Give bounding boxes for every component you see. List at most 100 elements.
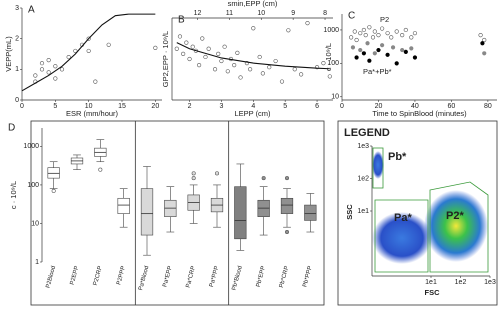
point — [216, 51, 221, 56]
y-tick-label: 1 — [35, 259, 39, 266]
point — [403, 27, 408, 33]
point — [39, 67, 45, 72]
point — [260, 71, 265, 76]
outlier — [191, 171, 196, 176]
outlier — [215, 171, 220, 176]
point — [292, 67, 297, 72]
point — [93, 79, 98, 84]
point — [370, 35, 376, 40]
point — [187, 56, 192, 62]
x-axis-label: Time to SpinBlood (minutes) — [372, 109, 467, 118]
x-tick-label: 1e3 — [484, 279, 496, 286]
panel-letter: D — [8, 123, 15, 134]
box — [140, 188, 154, 236]
point — [403, 49, 408, 55]
p2-gate — [429, 181, 489, 273]
pa-gate — [374, 199, 429, 273]
outlier — [284, 230, 289, 235]
point — [400, 33, 405, 38]
point — [225, 69, 230, 74]
category-label: Pa*Blood — [138, 265, 150, 291]
y-axis-label: c · 10⁹/L — [324, 43, 333, 71]
point — [482, 51, 487, 56]
point — [354, 37, 359, 43]
point — [372, 51, 377, 56]
x2-axis-label: smin,EPP (cm) — [228, 0, 278, 8]
point — [412, 55, 418, 60]
x-axis-label: FSC — [425, 288, 441, 297]
y-tick-label: 10 — [331, 94, 339, 101]
annotation: Pa*+Pb* — [363, 67, 392, 76]
point — [53, 64, 58, 69]
point — [248, 67, 253, 72]
point — [39, 61, 45, 66]
point — [390, 45, 396, 50]
category-label: Pb*EPP — [256, 265, 267, 288]
category-label: Pa*PPP — [209, 265, 220, 288]
panel-letter: B — [178, 15, 185, 26]
point — [349, 35, 354, 40]
point — [480, 41, 485, 46]
point — [361, 51, 366, 56]
pb-cloud — [372, 151, 384, 179]
y-tick-label: 1 — [15, 66, 19, 73]
point — [212, 67, 218, 72]
x-axis-label: ESR (mm/hour) — [66, 109, 119, 118]
point — [376, 47, 381, 53]
point — [153, 45, 158, 50]
x-tick-label: 5 — [53, 103, 57, 110]
x-tick-label: 0 — [20, 103, 24, 110]
outlier — [191, 176, 196, 181]
y-tick-label: 1e1 — [357, 208, 369, 215]
y-tick-label: 1e2 — [357, 175, 369, 182]
y-axis-label: c · 10⁹/L — [9, 181, 18, 209]
x-tick-label: 15 — [118, 103, 126, 110]
box — [47, 167, 60, 179]
point — [196, 63, 202, 68]
point — [190, 44, 195, 49]
category-label: P2CRP — [93, 265, 104, 286]
point — [394, 29, 399, 34]
outlier — [51, 188, 56, 193]
pb-label: Pb* — [388, 151, 407, 163]
point — [478, 33, 483, 38]
category-label: Pa*CRP — [186, 265, 198, 288]
x2-tick-label: 9 — [291, 10, 295, 17]
outlier — [284, 176, 289, 181]
point — [367, 58, 372, 63]
box — [280, 197, 294, 214]
y-tick-label: 1e3 — [357, 143, 369, 150]
category-label: P2Blood — [45, 265, 57, 288]
category-label: Pb*CRP — [279, 265, 291, 288]
x2-tick-label: 12 — [194, 10, 202, 17]
point — [367, 25, 372, 30]
category-label: Pb*PPP — [302, 265, 313, 288]
point — [238, 75, 243, 80]
point — [177, 34, 183, 39]
point — [350, 45, 356, 50]
point — [365, 41, 370, 46]
pa-label: Pa* — [394, 212, 412, 224]
point — [279, 79, 285, 84]
x2-tick-label: 8 — [323, 10, 327, 17]
x2-tick-label: 11 — [226, 10, 233, 17]
y-tick-label: 100 — [327, 60, 339, 67]
point — [409, 35, 414, 40]
x-tick-label: 3 — [219, 103, 223, 110]
pa-cloud — [372, 212, 432, 264]
point — [200, 36, 205, 41]
y-tick-label: 1000 — [23, 143, 39, 150]
point — [33, 73, 38, 78]
legend-frame — [337, 120, 498, 306]
box — [117, 197, 130, 214]
p2-cloud — [424, 190, 488, 262]
point — [412, 31, 418, 36]
point — [380, 43, 385, 48]
panel-d-frame — [30, 120, 325, 306]
y-tick-label: 100 — [27, 182, 39, 189]
x-tick-label: 60 — [448, 103, 456, 110]
point — [46, 70, 51, 75]
x-tick-label: 0 — [340, 103, 344, 110]
x-tick-label: 80 — [484, 103, 492, 110]
point — [482, 37, 487, 43]
